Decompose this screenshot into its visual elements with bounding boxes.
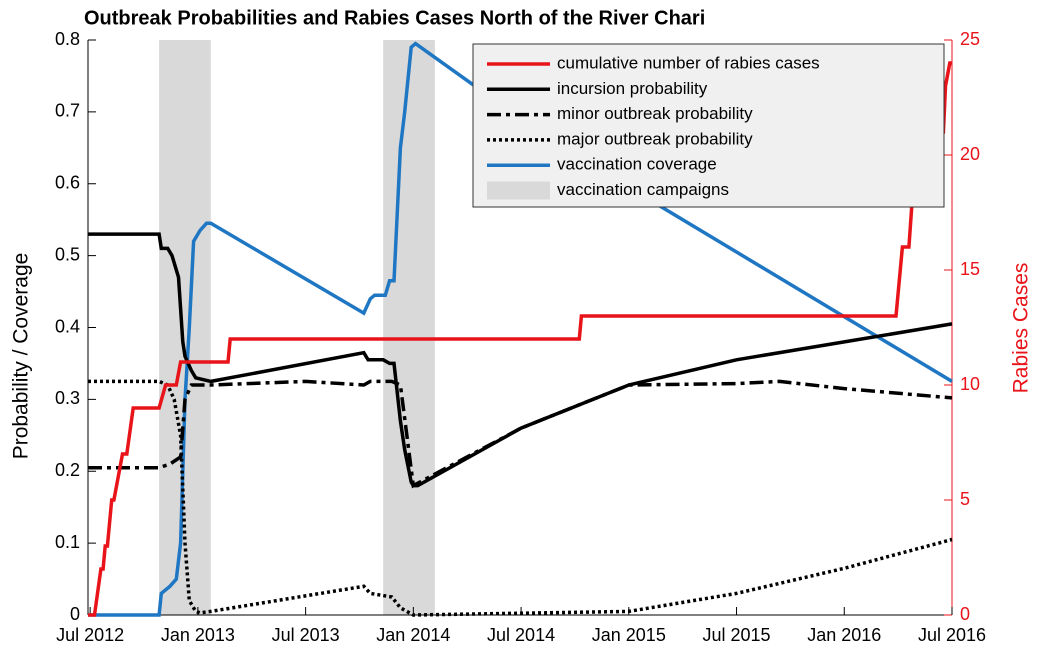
y2-tick-label: 5	[960, 489, 970, 509]
y2-tick-label: 25	[960, 29, 980, 49]
x-tick-label: Jul 2016	[918, 625, 986, 645]
y2-tick-label: 20	[960, 144, 980, 164]
x-tick-label: Jan 2016	[807, 625, 881, 645]
legend-label: minor outbreak probability	[557, 104, 753, 123]
x-tick-label: Jan 2013	[161, 625, 235, 645]
x-tick-label: Jan 2015	[592, 625, 666, 645]
series-line	[88, 379, 953, 617]
legend-label: vaccination campaigns	[557, 180, 729, 199]
y-tick-label: 0.3	[55, 388, 80, 408]
x-tick-label: Jan 2014	[376, 625, 450, 645]
x-tick-label: Jul 2015	[703, 625, 771, 645]
y2-tick-label: 10	[960, 374, 980, 394]
y2-tick-label: 0	[960, 604, 970, 624]
series-line	[88, 232, 953, 488]
y-tick-label: 0.8	[55, 29, 80, 49]
legend-box	[472, 43, 945, 208]
y-tick-label: 0.1	[55, 532, 80, 552]
series-line	[88, 379, 953, 489]
legend-label: vaccination coverage	[557, 155, 717, 174]
y-tick-label: 0.6	[55, 173, 80, 193]
campaign-span	[383, 40, 435, 615]
legend-swatch	[487, 181, 550, 200]
y-tick-label: 0.2	[55, 460, 80, 480]
campaign-span	[159, 40, 211, 615]
y2-tick-label: 15	[960, 259, 980, 279]
y-tick-label: 0.7	[55, 101, 80, 121]
y2-axis-label: Rabies Cases	[1010, 263, 1033, 394]
chart-title: Outbreak Probabilities and Rabies Cases …	[84, 7, 705, 29]
y-tick-label: 0	[70, 604, 80, 624]
x-tick-label: Jul 2012	[56, 625, 124, 645]
y-axis-label: Probability / Coverage	[10, 253, 33, 460]
legend-label: incursion probability	[557, 79, 708, 98]
y-tick-label: 0.4	[55, 316, 80, 336]
legend-label: cumulative number of rabies cases	[557, 53, 820, 72]
x-tick-label: Jul 2013	[272, 625, 340, 645]
legend-label: major outbreak probability	[557, 129, 753, 148]
x-tick-label: Jul 2014	[487, 625, 555, 645]
y-tick-label: 0.5	[55, 244, 80, 264]
